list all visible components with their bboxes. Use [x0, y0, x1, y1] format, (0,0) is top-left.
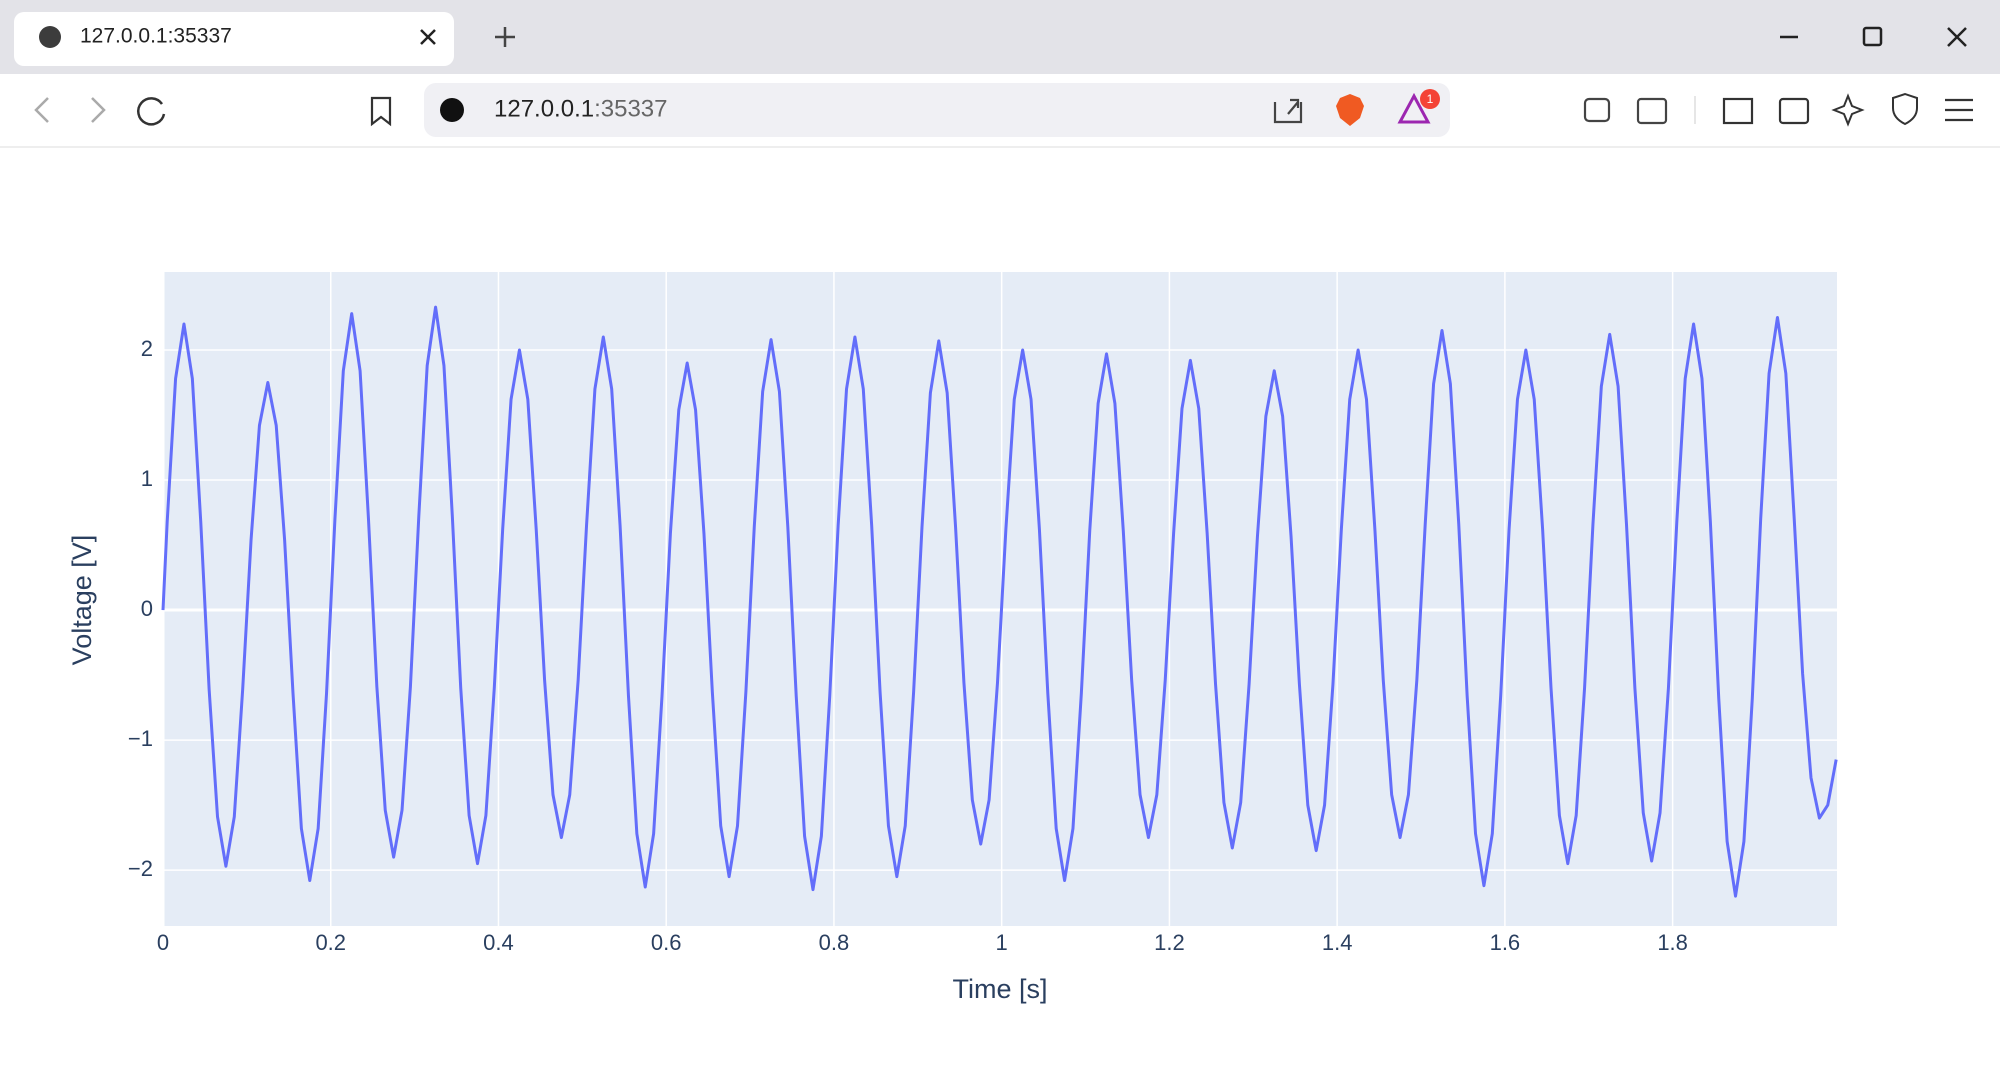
x-axis-title: Time [s]: [952, 974, 1047, 1004]
url-port: :35337: [594, 95, 667, 122]
leo[interactable]: [1831, 93, 1865, 127]
badge-count: 1: [1427, 92, 1434, 106]
voltage-line: [161, 305, 1838, 898]
vpn[interactable]: [1892, 92, 1918, 126]
bookmark[interactable]: [370, 96, 392, 127]
y-tick-label: 0: [141, 596, 153, 621]
y-tick-label: −1: [128, 726, 153, 751]
menu[interactable]: [1945, 98, 1973, 122]
tab-close[interactable]: [420, 29, 436, 45]
wallet[interactable]: [1778, 97, 1810, 125]
x-tick-label: 0.6: [651, 930, 682, 955]
x-tick-label: 1.2: [1154, 930, 1185, 955]
x-tick-label: 0: [157, 930, 169, 955]
reload[interactable]: [137, 97, 166, 126]
y-axis-title: Voltage [V]: [67, 535, 97, 666]
reader[interactable]: [1636, 97, 1668, 125]
back[interactable]: [34, 97, 49, 123]
x-tick-label: 1: [996, 930, 1008, 955]
badge: [1420, 89, 1440, 109]
tab[interactable]: [14, 12, 454, 66]
site-info[interactable]: [440, 98, 464, 122]
x-tick-label: 0.4: [483, 930, 514, 955]
tab-title: 127.0.0.1:35337: [80, 25, 232, 48]
brave-rewards[interactable]: [1397, 92, 1431, 124]
x-tick-label: 1.4: [1322, 930, 1353, 955]
brave-shields[interactable]: [1336, 94, 1364, 126]
y-tick-label: 1: [141, 466, 153, 491]
share[interactable]: [1273, 98, 1303, 124]
close[interactable]: [1947, 27, 1967, 47]
x-tick-label: 1.8: [1657, 930, 1688, 955]
y-tick-label: −2: [128, 856, 153, 881]
y-tick-label: 2: [141, 336, 153, 361]
maximize[interactable]: [1862, 26, 1883, 47]
sidebar[interactable]: [1722, 97, 1754, 125]
plot-area: [163, 272, 1837, 926]
extensions[interactable]: [1583, 97, 1611, 123]
x-tick-label: 0.8: [819, 930, 850, 955]
tab-icon: [39, 26, 61, 48]
x-tick-label: 1.6: [1490, 930, 1521, 955]
url-host: 127.0.0.1: [494, 95, 594, 122]
address-bar[interactable]: [424, 83, 1450, 137]
x-tick-label: 0.2: [315, 930, 346, 955]
new-tab[interactable]: [495, 27, 515, 47]
forward[interactable]: [91, 97, 106, 123]
